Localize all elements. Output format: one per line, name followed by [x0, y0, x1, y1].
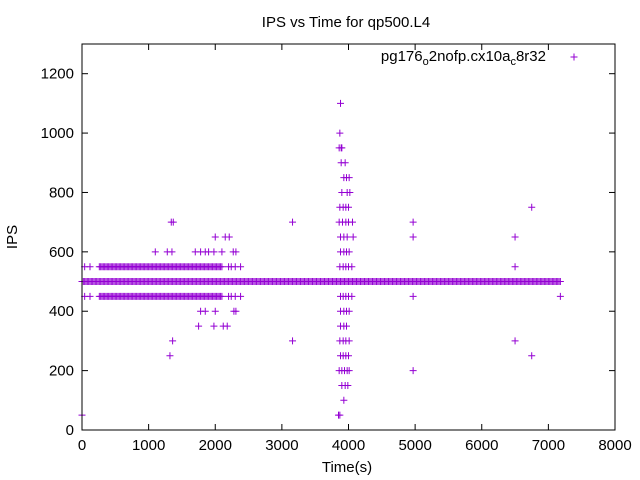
data-point: [345, 203, 352, 211]
x-tick-label: 3000: [265, 437, 298, 454]
legend: pg176o2nofp.cx10ac8r32: [381, 48, 578, 68]
y-tick-label: 600: [49, 244, 74, 261]
y-tick-label: 1000: [41, 125, 74, 142]
data-point: [528, 352, 536, 360]
data-point: [218, 263, 226, 271]
data-point: [348, 263, 356, 271]
x-tick-label: 0: [78, 437, 86, 454]
data-point: [345, 248, 353, 256]
data-point: [86, 263, 94, 271]
legend-label-part: o: [423, 56, 429, 68]
data-point: [336, 411, 344, 419]
data-point: [346, 188, 354, 196]
data-point: [218, 292, 226, 300]
data-point: [201, 307, 209, 315]
data-point: [340, 396, 348, 404]
data-point: [343, 233, 351, 241]
data-point: [341, 159, 349, 167]
y-tick-label: 200: [49, 363, 74, 380]
data-point: [151, 248, 159, 256]
data-point: [211, 307, 219, 315]
y-tick-label: 0: [66, 422, 74, 439]
data-point: [511, 337, 519, 345]
data-point: [409, 292, 417, 300]
legend-label: pg176o2nofp.cx10ac8r32: [381, 48, 546, 68]
data-point: [225, 233, 233, 241]
data-point: [237, 263, 245, 271]
y-axis-ticks: 0 200 400 600 800 1000 1200: [41, 66, 615, 439]
data-point: [528, 203, 536, 211]
data-point: [344, 381, 352, 389]
data-point: [237, 292, 245, 300]
data-point: [345, 307, 353, 315]
data-point: [345, 367, 353, 375]
data-point: [232, 248, 240, 256]
data-point: [195, 322, 203, 330]
data-point: [409, 367, 417, 375]
data-point: [289, 218, 297, 226]
data-point: [169, 218, 177, 226]
x-axis-label: Time(s): [322, 459, 372, 476]
data-point: [210, 322, 218, 330]
data-point: [166, 352, 174, 360]
y-tick-label: 1200: [41, 66, 74, 83]
legend-marker: [570, 53, 578, 61]
legend-label-part: 2nofp.cx10a: [429, 48, 511, 65]
x-tick-label: 6000: [465, 437, 498, 454]
x-tick-label: 4000: [332, 437, 365, 454]
x-tick-label: 8000: [598, 437, 631, 454]
x-tick-label: 2000: [199, 437, 232, 454]
x-tick-label: 7000: [532, 437, 565, 454]
x-tick-label: 1000: [132, 437, 165, 454]
data-point: [223, 322, 231, 330]
data-point: [556, 278, 564, 286]
x-axis-ticks: 0 1000 2000 3000 4000 5000 6000 7000 8000: [78, 44, 632, 454]
data-point: [348, 292, 356, 300]
y-tick-label: 400: [49, 303, 74, 320]
y-axis-label: IPS: [4, 225, 21, 249]
data-point: [169, 337, 177, 345]
x-tick-label: 5000: [398, 437, 431, 454]
data-point: [343, 322, 351, 330]
data-point: [409, 218, 417, 226]
data-points: [78, 99, 564, 419]
data-point: [211, 233, 219, 241]
data-point: [168, 248, 176, 256]
y-tick-label: 800: [49, 184, 74, 201]
data-point: [218, 248, 226, 256]
data-point: [210, 248, 218, 256]
data-point: [556, 292, 564, 300]
data-point: [348, 218, 356, 226]
data-point: [511, 263, 519, 271]
chart-title: IPS vs Time for qp500.L4: [262, 14, 430, 31]
legend-label-part: pg176: [381, 48, 423, 65]
data-point: [345, 352, 352, 360]
data-point: [289, 337, 297, 345]
legend-label-part: c: [510, 56, 516, 68]
legend-label-part: 8r32: [516, 48, 546, 65]
data-point: [337, 99, 345, 107]
data-point: [232, 307, 240, 315]
data-point: [511, 233, 519, 241]
data-point: [345, 337, 353, 345]
data-point: [345, 174, 353, 182]
data-point: [338, 144, 346, 152]
data-point: [349, 233, 357, 241]
data-point: [409, 233, 417, 241]
data-point: [86, 292, 94, 300]
data-point: [336, 129, 344, 137]
